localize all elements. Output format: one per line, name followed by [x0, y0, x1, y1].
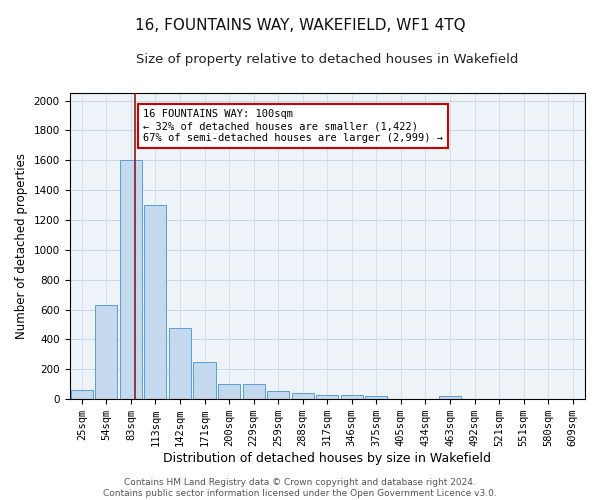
Bar [316, 394, 338, 399]
Bar [218, 384, 240, 399]
Bar [145, 205, 166, 399]
Text: 16, FOUNTAINS WAY, WAKEFIELD, WF1 4TQ: 16, FOUNTAINS WAY, WAKEFIELD, WF1 4TQ [134, 18, 466, 32]
Bar [193, 362, 215, 399]
Y-axis label: Number of detached properties: Number of detached properties [15, 153, 28, 339]
Bar [95, 305, 118, 399]
X-axis label: Distribution of detached houses by size in Wakefield: Distribution of detached houses by size … [163, 452, 491, 465]
Bar [120, 160, 142, 399]
Bar [71, 390, 93, 399]
Bar [439, 396, 461, 399]
Bar [292, 393, 314, 399]
Text: 16 FOUNTAINS WAY: 100sqm
← 32% of detached houses are smaller (1,422)
67% of sem: 16 FOUNTAINS WAY: 100sqm ← 32% of detach… [143, 110, 443, 142]
Bar [169, 328, 191, 399]
Bar [341, 396, 363, 399]
Bar [267, 391, 289, 399]
Bar [242, 384, 265, 399]
Bar [365, 396, 388, 399]
Text: Contains HM Land Registry data © Crown copyright and database right 2024.
Contai: Contains HM Land Registry data © Crown c… [103, 478, 497, 498]
Title: Size of property relative to detached houses in Wakefield: Size of property relative to detached ho… [136, 52, 518, 66]
